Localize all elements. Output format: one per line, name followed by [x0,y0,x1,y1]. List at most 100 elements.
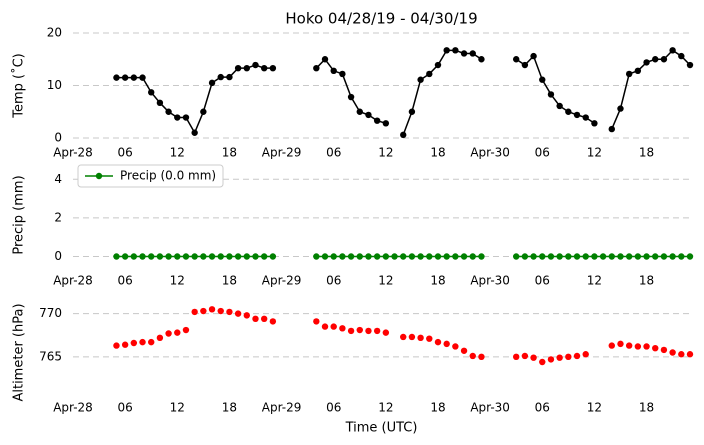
data-point [408,253,416,260]
data-point [130,253,138,260]
data-point [460,347,468,354]
legend-label: Precip (0.0 mm) [120,169,216,183]
x-tick-label: 18 [639,146,654,160]
data-point [226,308,233,316]
data-point [669,47,676,54]
data-point [269,253,277,260]
data-point [643,253,650,260]
data-point [208,253,216,260]
y-axis-label: Temp (˚C) [11,53,27,119]
x-tick-label: 12 [378,146,393,160]
data-point [121,341,129,348]
data-point [330,67,337,75]
data-point [373,327,381,335]
data-point [347,253,355,260]
legend-box [77,164,224,188]
data-point [469,50,476,57]
data-point [512,353,520,361]
data-point [321,56,329,63]
y-tick-label: 2 [54,210,62,224]
y-tick-label: 770 [39,306,62,320]
data-point [217,73,224,81]
data-point [313,253,320,260]
data-point [191,308,198,316]
x-tick-label: 06 [535,401,550,415]
data-point [234,64,242,72]
x-tick-label: 12 [587,146,602,160]
data-point [260,64,268,72]
x-tick-label: Apr-30 [470,401,510,415]
data-point [156,253,164,260]
data-point [426,70,433,78]
data-point [321,323,329,330]
data-point [408,333,416,341]
y-axis-label: Precip (mm) [12,175,27,254]
data-point [617,253,624,260]
data-point [617,105,624,112]
data-point [113,253,120,260]
x-tick-label: 18 [430,146,445,160]
data-point [243,312,251,319]
data-point [582,114,589,121]
data-point [608,253,615,260]
data-point [200,307,207,315]
data-point [530,52,537,60]
data-point [347,327,355,335]
data-point [547,356,555,363]
data-point [356,108,363,115]
data-point [313,64,320,72]
data-point [400,253,407,260]
data-point [321,253,329,260]
data-point [556,102,563,110]
data-point [417,253,424,260]
x-tick-label: 06 [326,274,341,288]
data-point [182,114,190,121]
data-point [686,351,694,358]
data-point [139,253,146,260]
data-point [339,325,346,332]
data-point [643,59,650,66]
data-point [191,253,198,260]
data-point [547,91,555,98]
data-point [634,67,642,75]
data-point [617,340,624,348]
data-point [182,326,190,334]
data-point [339,253,346,260]
data-point [113,74,120,81]
data-point [313,318,320,325]
data-point [174,253,181,260]
data-point [643,343,650,350]
data-point [608,125,615,133]
x-tick-label: 12 [378,401,393,415]
data-point [521,253,529,260]
x-tick-label: 06 [118,274,133,288]
x-tick-label: Apr-28 [53,401,93,415]
data-point [625,253,633,260]
x-tick-label: 18 [430,401,445,415]
data-point [234,253,242,260]
data-point [652,56,659,63]
data-point [512,56,520,63]
data-point [634,343,642,350]
y-tick-label: 20 [47,26,62,40]
data-point [443,47,450,54]
data-point [339,70,346,78]
data-point [591,253,598,260]
data-point [226,253,233,260]
x-tick-label: 18 [222,146,237,160]
data-point [252,315,259,323]
data-point [434,253,442,260]
data-point [426,335,433,342]
data-point [573,352,581,360]
data-point [148,338,155,346]
x-tick-label: 06 [535,274,550,288]
data-point [539,253,546,260]
x-tick-label: 06 [535,146,550,160]
data-point [443,340,450,348]
data-point [191,129,198,136]
x-tick-label: 06 [326,146,341,160]
x-axis-label: Time (UTC) [345,421,418,436]
data-point [382,253,390,260]
